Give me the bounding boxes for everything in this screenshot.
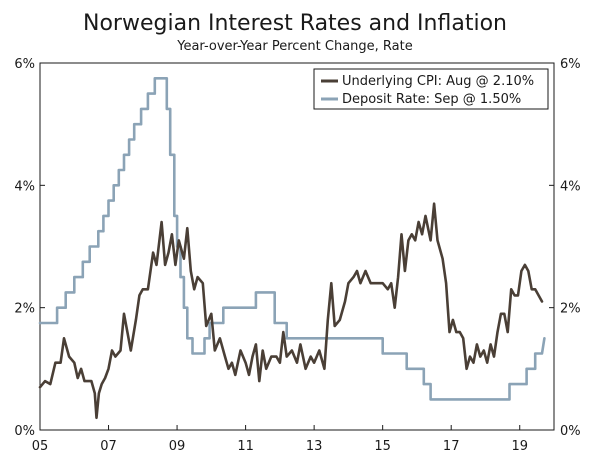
chart-subtitle: Year-over-Year Percent Change, Rate xyxy=(176,39,412,54)
legend-box xyxy=(313,68,549,110)
x-tick-label: 09 xyxy=(169,439,186,454)
left-axis: 0% 2% 4% 6% xyxy=(14,57,45,439)
x-tick-label: 07 xyxy=(100,439,117,454)
right-tick-label: 4% xyxy=(560,179,581,194)
right-tick-label: 6% xyxy=(560,57,581,72)
x-tick-label: 19 xyxy=(511,439,528,454)
series-line-deposit-rate xyxy=(38,77,546,401)
x-axis: 05 07 09 11 13 15 17 19 xyxy=(32,425,528,454)
legend-label-underlying-cpi: Underlying CPI: Aug @ 2.10% xyxy=(342,74,534,89)
left-tick-label: 6% xyxy=(14,57,35,72)
series-layer xyxy=(38,77,546,420)
x-tick-label: 05 xyxy=(32,439,49,454)
x-tick-label: 15 xyxy=(374,439,391,454)
legend-label-deposit-rate: Deposit Rate: Sep @ 1.50% xyxy=(342,92,521,107)
chart-title: Norwegian Interest Rates and Inflation xyxy=(83,11,507,36)
legend: Underlying CPI: Aug @ 2.10% Deposit Rate… xyxy=(313,68,549,110)
right-axis: 0% 2% 4% 6% xyxy=(549,57,581,439)
right-tick-label: 0% xyxy=(560,424,581,439)
right-tick-label: 2% xyxy=(560,302,581,317)
left-tick-label: 4% xyxy=(14,179,35,194)
left-tick-label: 2% xyxy=(14,302,35,317)
series-line-underlying-cpi xyxy=(38,202,544,420)
left-tick-label: 0% xyxy=(14,424,35,439)
plot-frame xyxy=(39,62,555,431)
x-tick-label: 11 xyxy=(237,439,254,454)
x-tick-label: 13 xyxy=(306,439,323,454)
x-tick-label: 17 xyxy=(443,439,460,454)
